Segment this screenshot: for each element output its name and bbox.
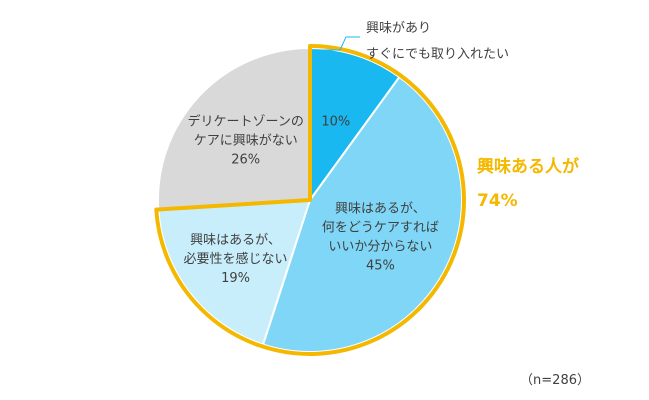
callout-label-line: 興味があり — [366, 21, 431, 36]
callout-label: 興味があり すぐにでも取り入れたい — [366, 21, 509, 62]
slice-label-line: 何をどうケアすれば — [322, 219, 439, 235]
slice-value-label: 26% — [231, 153, 260, 168]
slice-value-label: 19% — [221, 271, 250, 286]
slice-labels: 10%興味はあるが、何をどうケアすればいいか分からない 45%興味はあるが、必要性… — [184, 114, 439, 286]
pie-slice — [157, 198, 312, 346]
sample-size-label: （n=286） — [520, 373, 590, 388]
slice-value-label: 45% — [366, 258, 395, 273]
callout-leader-line — [322, 36, 360, 51]
slice-label-line: ケアに興味がない — [194, 134, 298, 149]
slice-label: デリケートゾーンのケアに興味がない 26% — [188, 114, 304, 168]
slice-label-line: 興味はあるが、 — [335, 201, 426, 216]
highlight-outline — [154, 44, 466, 356]
pie-slices — [157, 46, 464, 353]
slice-label: 10% — [321, 114, 350, 129]
slice-label-line: 必要性を感じない — [184, 251, 288, 267]
slice-label: 興味はあるが、何をどうケアすればいいか分からない 45% — [322, 201, 439, 273]
pie-slice — [157, 46, 311, 211]
slice-value-label: 10% — [321, 114, 350, 129]
slice-label-line: デリケートゾーンの — [188, 114, 304, 130]
highlight-annotation: 興味ある人が 74% — [477, 156, 585, 211]
highlight-annotation-value: 74% — [477, 191, 518, 211]
highlight-annotation-line: 興味ある人が — [477, 156, 579, 177]
slice-label-line: いいか分からない — [328, 239, 432, 254]
pie-slice — [261, 75, 464, 353]
slice-label-line: 興味はあるが、 — [190, 233, 281, 248]
callout-label-line: すぐにでも取り入れたい — [366, 47, 509, 62]
slice-label: 興味はあるが、必要性を感じない 19% — [184, 233, 288, 286]
pie-slice — [309, 46, 401, 204]
